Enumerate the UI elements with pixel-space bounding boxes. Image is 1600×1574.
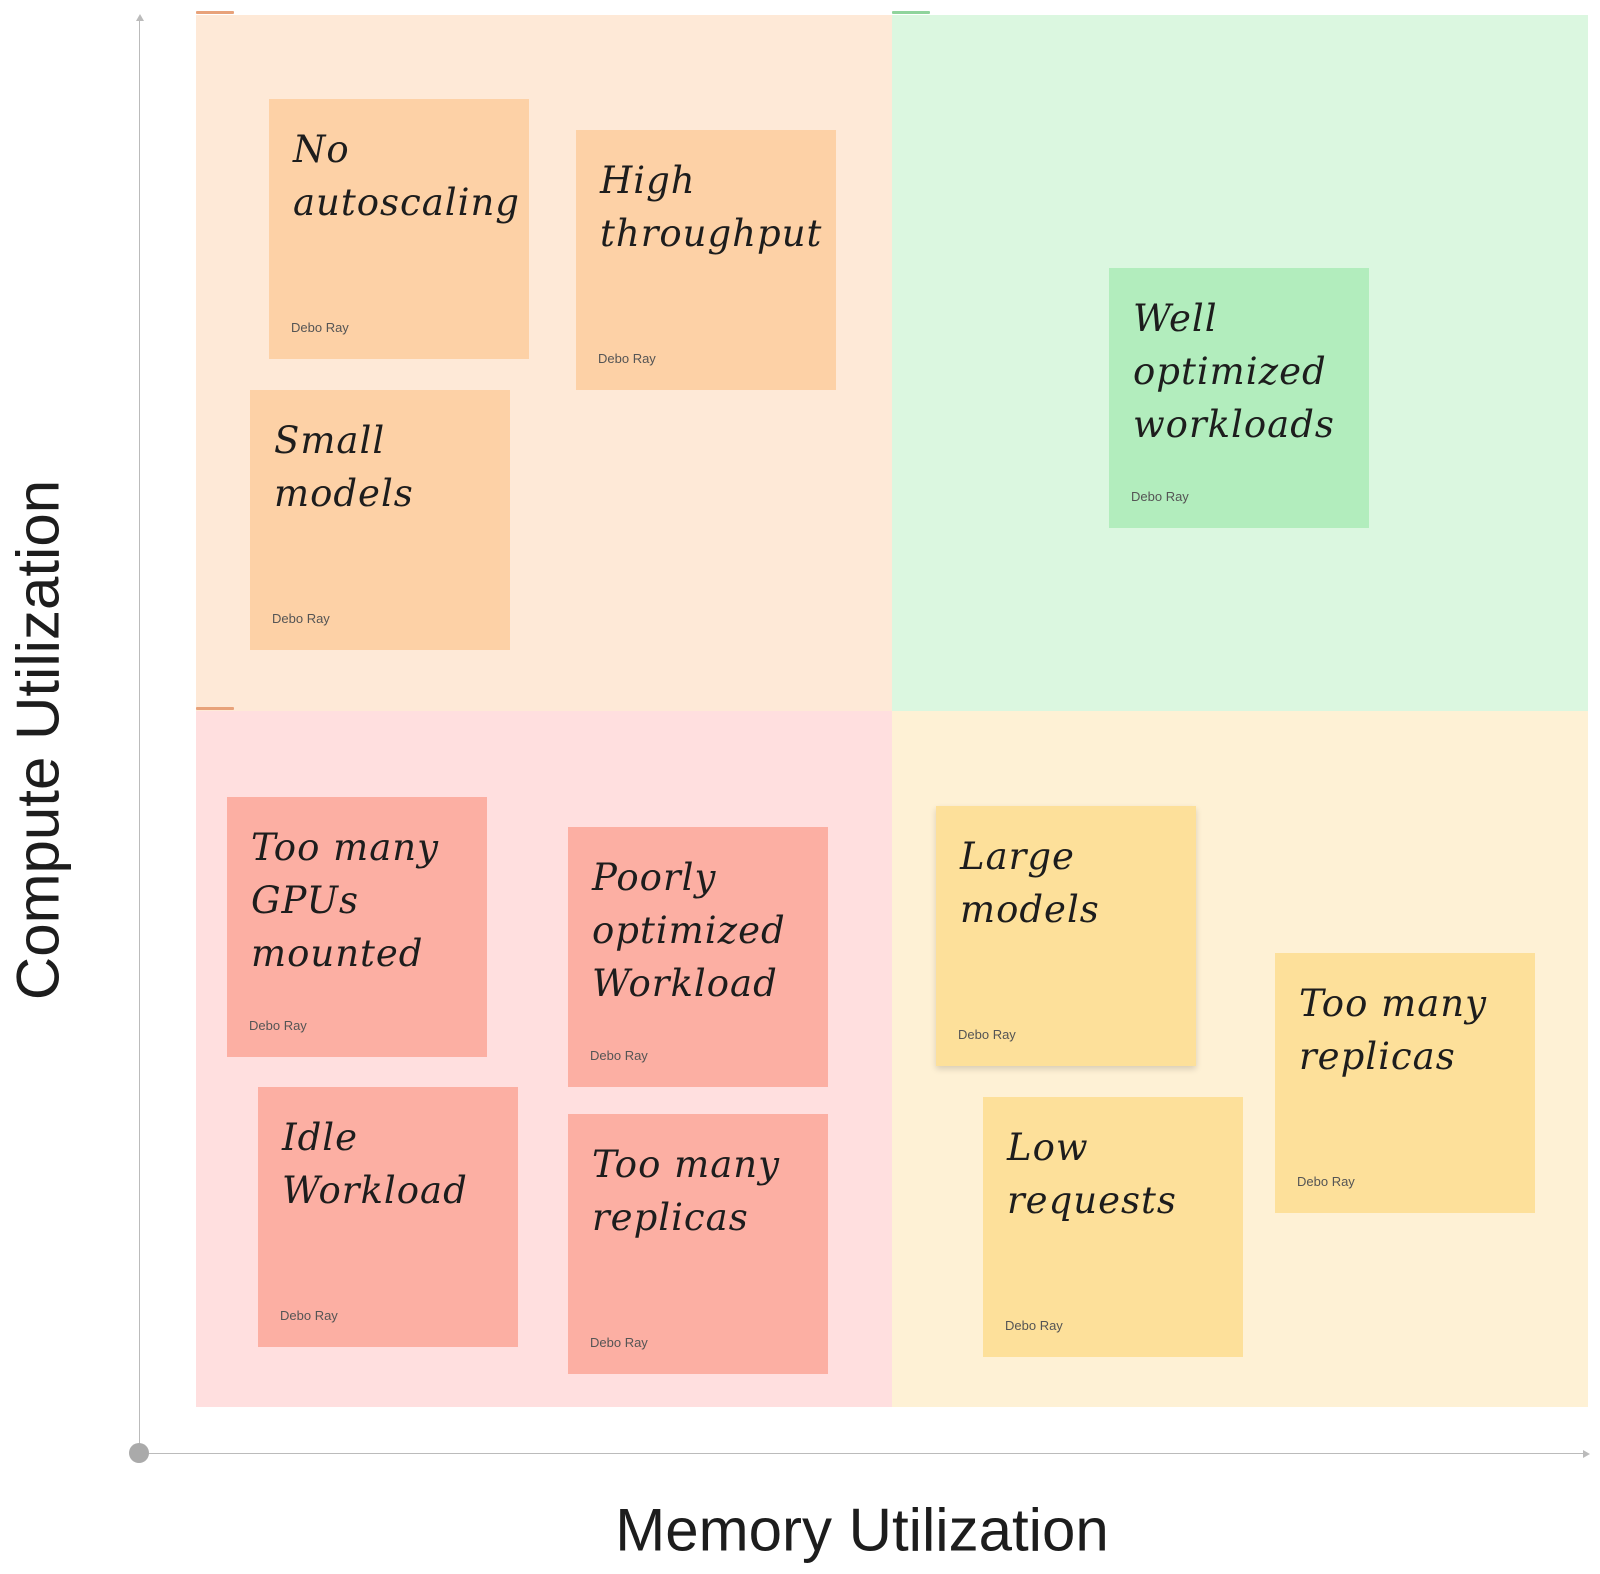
y-axis-label: Compute Utilization [4,479,72,1001]
sticky-note[interactable]: Poorly optimized Workload Debo Ray [568,827,828,1087]
note-author: Debo Ray [598,351,656,366]
note-text: Too many replicas [1299,982,1487,1078]
sticky-note[interactable]: Too many replicas Debo Ray [568,1114,828,1374]
note-text: Poorly optimized Workload [592,856,786,1005]
note-author: Debo Ray [272,611,330,626]
sticky-note[interactable]: Too many GPUs mounted Debo Ray [227,797,487,1057]
y-axis-arrow-icon [136,14,144,21]
sticky-note[interactable]: Well optimized workloads Debo Ray [1109,268,1369,528]
note-text: High throughput [600,159,823,255]
axis-origin-handle[interactable] [129,1443,149,1463]
note-author: Debo Ray [291,320,349,335]
sticky-note[interactable]: High throughput Debo Ray [576,130,836,390]
sticky-note[interactable]: Too many replicas Debo Ray [1275,953,1535,1213]
note-text: Low requests [1007,1126,1177,1222]
note-text: Large models [960,835,1100,931]
note-author: Debo Ray [958,1027,1016,1042]
sticky-note[interactable]: No autoscaling Debo Ray [269,99,529,359]
sticky-note[interactable]: Small models Debo Ray [250,390,510,650]
note-author: Debo Ray [249,1018,307,1033]
note-text: Small models [274,419,414,515]
section-tag[interactable] [196,11,234,14]
sticky-note[interactable]: Low requests Debo Ray [983,1097,1243,1357]
x-axis-line [140,1453,1584,1454]
x-axis-label: Memory Utilization [615,1496,1109,1564]
note-text: No autoscaling [293,128,520,224]
section-tag[interactable] [892,11,930,14]
note-author: Debo Ray [1297,1174,1355,1189]
note-text: Too many replicas [592,1143,780,1239]
section-tag[interactable] [196,707,234,710]
x-axis-arrow-icon [1583,1450,1590,1458]
sticky-note[interactable]: Large models Debo Ray [936,806,1196,1066]
note-author: Debo Ray [280,1308,338,1323]
note-author: Debo Ray [590,1335,648,1350]
note-text: Idle Workload [282,1116,468,1212]
note-text: Well optimized workloads [1133,297,1335,446]
note-author: Debo Ray [1005,1318,1063,1333]
sticky-note[interactable]: Idle Workload Debo Ray [258,1087,518,1347]
note-text: Too many GPUs mounted [251,826,439,975]
note-author: Debo Ray [1131,489,1189,504]
y-axis-line [139,18,140,1453]
note-author: Debo Ray [590,1048,648,1063]
